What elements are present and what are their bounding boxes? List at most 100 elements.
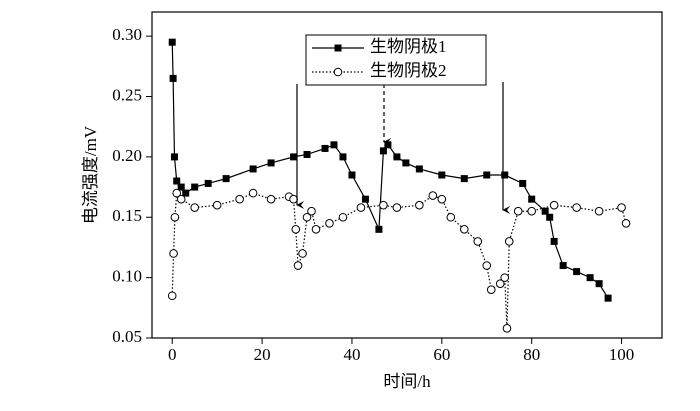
marker [402,159,410,167]
marker [486,285,496,295]
x-tick-label: 20 [254,345,271,364]
marker [595,280,603,288]
marker [356,203,366,212]
marker [384,141,392,149]
marker [446,212,456,222]
marker [249,165,257,173]
marker [190,203,199,212]
marker [415,165,423,173]
marker [460,175,468,183]
plot-frame [151,11,663,339]
marker [594,206,604,216]
marker [222,175,230,183]
marker [527,206,536,216]
marker [604,294,612,302]
marker [290,153,298,161]
marker [348,171,356,179]
x-tick-label: 0 [168,345,177,364]
marker [291,225,301,234]
marker [528,195,536,203]
marker [541,207,549,215]
marker [586,274,594,282]
marker [392,203,402,212]
marker [415,200,424,210]
marker [204,179,212,187]
marker [573,268,581,276]
x-axis-label: 时间/h [383,372,431,391]
y-tick-label: 0.25 [112,85,142,104]
marker [617,203,626,212]
marker [550,237,558,245]
marker [248,188,258,198]
y-tick-label: 0.05 [112,327,142,346]
legend-frame [305,34,487,86]
marker [504,237,514,246]
marker [438,171,446,179]
y-tick-label: 0.20 [112,146,142,165]
marker [500,273,510,282]
marker [212,200,222,210]
x-tick-label: 80 [523,345,540,364]
marker [303,150,311,158]
y-tick-label: 0.30 [112,25,142,44]
x-tick-label: 100 [609,345,635,364]
marker [170,153,178,161]
marker [339,153,347,161]
marker [330,141,338,149]
plot-area [167,38,631,333]
legend-label: 生物阴极2 [370,61,447,80]
marker [191,183,199,191]
marker [169,249,178,258]
marker [338,212,348,222]
marker [325,218,334,228]
marker [459,225,469,234]
marker [513,206,523,216]
marker [289,194,298,204]
marker [298,249,307,258]
y-axis-label: 电流强度/mV [81,125,100,224]
marker [172,188,182,198]
marker [170,212,180,222]
marker [393,153,401,161]
marker [267,159,275,167]
y-tick-label: 0.10 [112,267,142,286]
marker [473,237,483,246]
x-tick-label: 40 [343,345,360,364]
legend-label: 生物阴极1 [370,37,447,56]
marker [495,279,505,288]
marker [182,189,190,197]
marker [168,38,176,46]
marker [334,44,342,52]
marker [167,291,177,301]
marker [177,183,185,191]
y-tick-label: 0.15 [112,206,142,225]
marker [559,262,567,270]
marker [621,218,631,228]
marker [572,203,581,212]
x-tick-label: 60 [433,345,450,364]
marker [266,194,276,204]
marker [173,177,181,185]
marker [375,225,383,233]
marker [546,213,554,221]
marker [176,194,186,204]
marker [549,200,559,210]
marker [311,225,321,234]
marker [235,194,244,204]
marker [321,144,329,152]
marker [333,67,343,77]
marker [361,195,369,203]
marker [501,171,509,179]
series-line [171,191,627,329]
marker [293,261,303,270]
marker [482,261,492,270]
marker [169,74,177,82]
marker [302,212,312,222]
marker [428,191,438,200]
marker [502,324,512,333]
marker [307,206,316,216]
marker [483,171,491,179]
marker [437,194,447,204]
